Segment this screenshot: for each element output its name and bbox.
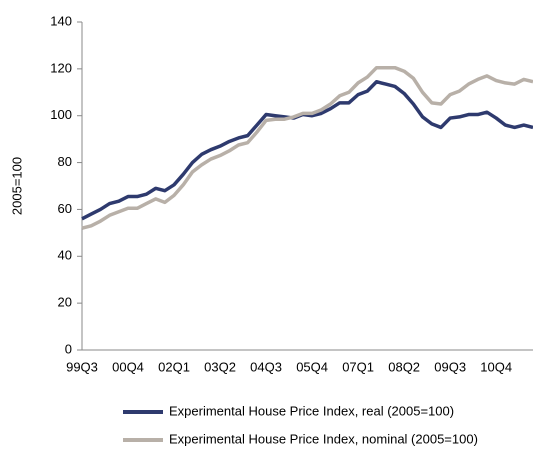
y-tick-label: 60 [58, 201, 72, 216]
y-tick-label: 20 [58, 295, 72, 310]
x-tick-label: 09Q3 [434, 359, 466, 374]
x-tick-label: 08Q2 [388, 359, 420, 374]
legend-label: Experimental House Price Index, real (20… [169, 403, 454, 418]
x-tick-label: 07Q1 [342, 359, 374, 374]
y-tick-label: 0 [65, 341, 72, 356]
legend-label: Experimental House Price Index, nominal … [169, 431, 478, 446]
x-tick-label: 05Q4 [296, 359, 328, 374]
x-tick-label: 00Q4 [112, 359, 144, 374]
series-line [81, 79, 533, 221]
x-tick-label: 10Q4 [480, 359, 512, 374]
y-axis-label: 2005=100 [9, 157, 24, 215]
y-tick-label: 140 [50, 13, 72, 28]
x-tick-label: 04Q3 [250, 359, 282, 374]
series-line [81, 65, 533, 230]
x-tick-label: 99Q3 [66, 359, 98, 374]
y-tick-label: 40 [58, 248, 72, 263]
y-tick-label: 80 [58, 154, 72, 169]
y-tick-label: 120 [50, 60, 72, 75]
x-tick-label: 03Q2 [204, 359, 236, 374]
x-tick-label: 02Q1 [158, 359, 190, 374]
y-tick-label: 100 [50, 107, 72, 122]
